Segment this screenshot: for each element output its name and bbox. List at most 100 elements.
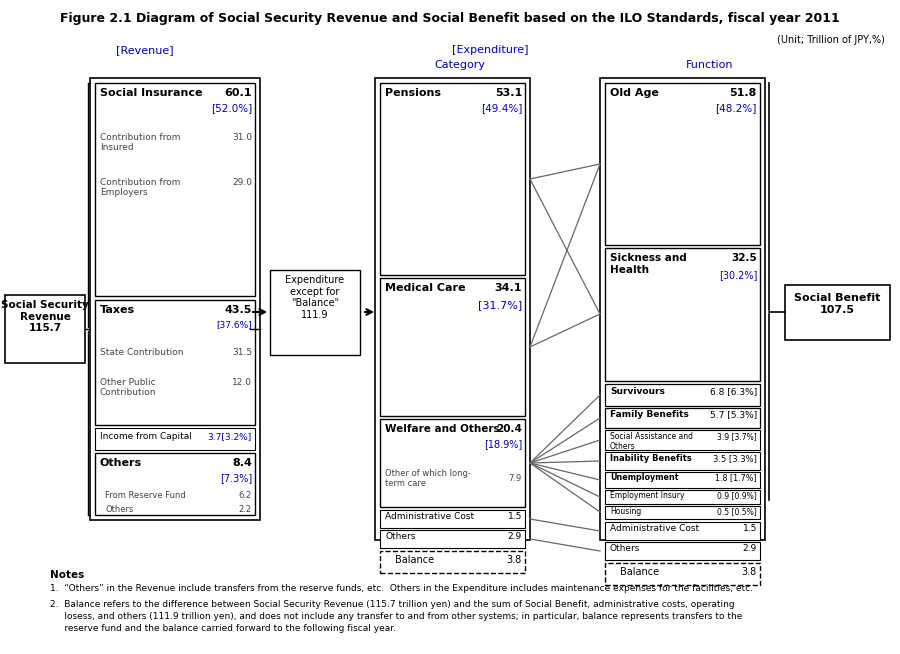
Bar [605, 384, 760, 406]
Bar [95, 453, 255, 515]
Text: 0.5 [0.5%]: 0.5 [0.5%] [717, 507, 757, 516]
Text: 0.9 [0.9%]: 0.9 [0.9%] [717, 491, 757, 500]
Text: 3.8: 3.8 [507, 555, 522, 565]
Bar [380, 530, 525, 548]
Text: 6.2: 6.2 [238, 491, 252, 500]
Bar [380, 419, 525, 507]
Bar [380, 83, 525, 275]
Bar [605, 408, 760, 428]
Text: Social Security
Revenue
115.7: Social Security Revenue 115.7 [1, 300, 89, 333]
Text: Balance: Balance [620, 567, 660, 577]
Text: Administrative Cost: Administrative Cost [610, 524, 699, 533]
Text: Pensions: Pensions [385, 88, 441, 98]
Text: 3.9 [3.7%]: 3.9 [3.7%] [717, 432, 757, 441]
Text: Others: Others [100, 458, 142, 468]
Text: 6.8 [6.3%]: 6.8 [6.3%] [710, 387, 757, 396]
Text: Notes: Notes [50, 570, 85, 580]
Text: 1.5: 1.5 [508, 512, 522, 521]
Text: State Contribution: State Contribution [100, 348, 184, 357]
Bar [5, 295, 85, 363]
Text: [18.9%]: [18.9%] [484, 439, 522, 449]
Bar [605, 522, 760, 540]
Text: [48.2%]: [48.2%] [716, 103, 757, 113]
Text: Others: Others [610, 544, 641, 553]
Text: Unemployment: Unemployment [610, 473, 679, 482]
Text: Family Benefits: Family Benefits [610, 410, 688, 419]
Text: [Revenue]: [Revenue] [116, 45, 174, 55]
Text: 51.8: 51.8 [730, 88, 757, 98]
Text: 12.0: 12.0 [232, 378, 252, 387]
Text: 20.4: 20.4 [496, 424, 522, 434]
Text: 3.8: 3.8 [742, 567, 757, 577]
Text: Social Assistance and
Others: Social Assistance and Others [610, 432, 693, 451]
Text: 2.9: 2.9 [742, 544, 757, 553]
Bar [95, 83, 255, 296]
Text: [7.3%]: [7.3%] [220, 473, 252, 483]
Text: [37.6%]: [37.6%] [216, 320, 252, 329]
Text: (Unit; Trillion of JPY,%): (Unit; Trillion of JPY,%) [777, 35, 885, 45]
Text: Contribution from
Insured: Contribution from Insured [100, 133, 180, 152]
Text: Category: Category [435, 60, 485, 70]
Bar [600, 78, 765, 540]
Bar [785, 285, 890, 340]
Text: Old Age: Old Age [610, 88, 659, 98]
Text: reserve fund and the balance carried forward to the following fiscal year.: reserve fund and the balance carried for… [50, 624, 396, 633]
Text: 2.9: 2.9 [508, 532, 522, 541]
Text: Taxes: Taxes [100, 305, 135, 315]
Text: Housing: Housing [610, 507, 641, 516]
Text: [31.7%]: [31.7%] [478, 300, 522, 310]
Text: 60.1: 60.1 [224, 88, 252, 98]
Text: Others: Others [385, 532, 416, 541]
Bar [380, 278, 525, 416]
Text: Employment Insury: Employment Insury [610, 491, 685, 500]
Text: [Expenditure]: [Expenditure] [452, 45, 528, 55]
Text: losess, and others (111.9 trillion yen), and does not include any transfer to an: losess, and others (111.9 trillion yen),… [50, 612, 742, 621]
Text: 31.0: 31.0 [232, 133, 252, 142]
Text: 3.5 [3.3%]: 3.5 [3.3%] [713, 454, 757, 463]
Text: 1.8 [1.7%]: 1.8 [1.7%] [716, 473, 757, 482]
FancyBboxPatch shape [90, 78, 260, 520]
Bar [605, 472, 760, 488]
Text: [30.2%]: [30.2%] [718, 270, 757, 280]
Text: 1.  “Others” in the Revenue include transfers from the reserve funds, etc.  Othe: 1. “Others” in the Revenue include trans… [50, 584, 753, 593]
Text: 43.5: 43.5 [225, 305, 252, 315]
Text: Other of which long-
term care: Other of which long- term care [385, 469, 471, 489]
Text: 32.5: 32.5 [731, 253, 757, 263]
Text: 8.4: 8.4 [232, 458, 252, 468]
Bar [605, 430, 760, 450]
Text: 1.5: 1.5 [742, 524, 757, 533]
Text: Social Insurance: Social Insurance [100, 88, 202, 98]
Text: Inability Benefits: Inability Benefits [610, 454, 692, 463]
FancyBboxPatch shape [375, 78, 530, 540]
Text: Administrative Cost: Administrative Cost [385, 512, 474, 521]
Bar [605, 248, 760, 381]
Bar [380, 551, 525, 573]
Text: 29.0: 29.0 [232, 178, 252, 187]
Bar [95, 300, 255, 425]
Text: From Reserve Fund: From Reserve Fund [105, 491, 185, 500]
Text: Welfare and Others: Welfare and Others [385, 424, 500, 434]
Text: Figure 2.1 Diagram of Social Security Revenue and Social Benefit based on the IL: Figure 2.1 Diagram of Social Security Re… [60, 12, 840, 25]
Bar [605, 563, 760, 585]
Text: 7.9: 7.9 [508, 474, 522, 483]
Text: [52.0%]: [52.0%] [211, 103, 252, 113]
Bar [270, 270, 360, 355]
Text: 3.7[3.2%]: 3.7[3.2%] [208, 432, 252, 441]
Text: 53.1: 53.1 [495, 88, 522, 98]
Text: [49.4%]: [49.4%] [481, 103, 522, 113]
Bar [605, 506, 760, 519]
Text: 34.1: 34.1 [494, 283, 522, 293]
Text: 5.7 [5.3%]: 5.7 [5.3%] [710, 410, 757, 419]
Text: Survivours: Survivours [610, 387, 665, 396]
Bar [605, 542, 760, 560]
Text: Income from Capital: Income from Capital [100, 432, 192, 441]
Bar [95, 428, 255, 450]
Text: Sickness and
Health: Sickness and Health [610, 253, 687, 275]
Text: 2.2: 2.2 [238, 505, 252, 514]
Text: Others: Others [105, 505, 133, 514]
Text: Function: Function [686, 60, 733, 70]
Text: Medical Care: Medical Care [385, 283, 465, 293]
Text: 2.  Balance refers to the difference between Social Security Revenue (115.7 tril: 2. Balance refers to the difference betw… [50, 600, 734, 609]
Bar [605, 452, 760, 470]
Text: Other Public
Contribution: Other Public Contribution [100, 378, 157, 398]
